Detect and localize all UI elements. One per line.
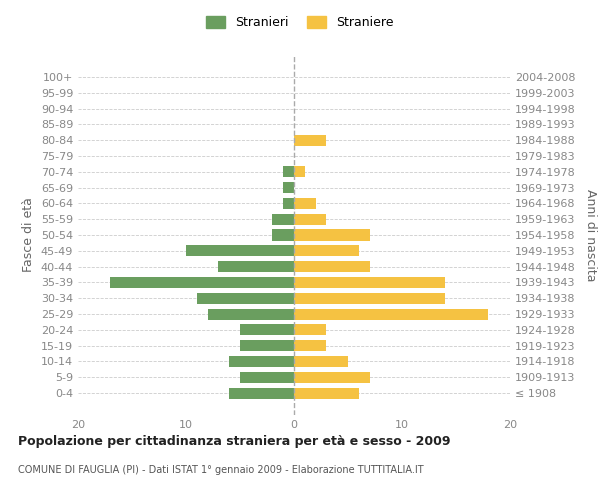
Bar xyxy=(294,214,326,224)
Bar xyxy=(294,134,326,145)
Bar xyxy=(294,356,348,367)
Bar xyxy=(218,261,294,272)
Bar xyxy=(229,356,294,367)
Bar xyxy=(294,261,370,272)
Text: COMUNE DI FAUGLIA (PI) - Dati ISTAT 1° gennaio 2009 - Elaborazione TUTTITALIA.IT: COMUNE DI FAUGLIA (PI) - Dati ISTAT 1° g… xyxy=(18,465,424,475)
Bar xyxy=(294,277,445,288)
Bar xyxy=(240,324,294,336)
Bar xyxy=(294,230,370,240)
Bar xyxy=(240,372,294,383)
Bar xyxy=(294,292,445,304)
Bar xyxy=(294,198,316,209)
Bar xyxy=(294,388,359,398)
Text: Popolazione per cittadinanza straniera per età e sesso - 2009: Popolazione per cittadinanza straniera p… xyxy=(18,435,451,448)
Bar xyxy=(240,340,294,351)
Bar xyxy=(272,230,294,240)
Bar xyxy=(229,388,294,398)
Bar xyxy=(294,166,305,177)
Y-axis label: Fasce di età: Fasce di età xyxy=(22,198,35,272)
Bar xyxy=(283,182,294,193)
Bar xyxy=(110,277,294,288)
Legend: Stranieri, Straniere: Stranieri, Straniere xyxy=(202,11,398,34)
Bar xyxy=(283,166,294,177)
Bar xyxy=(272,214,294,224)
Bar xyxy=(197,292,294,304)
Y-axis label: Anni di nascita: Anni di nascita xyxy=(584,188,597,281)
Bar xyxy=(186,246,294,256)
Bar xyxy=(294,340,326,351)
Bar xyxy=(294,246,359,256)
Bar xyxy=(294,308,488,320)
Bar xyxy=(294,372,370,383)
Bar xyxy=(283,198,294,209)
Bar xyxy=(294,324,326,336)
Bar xyxy=(208,308,294,320)
